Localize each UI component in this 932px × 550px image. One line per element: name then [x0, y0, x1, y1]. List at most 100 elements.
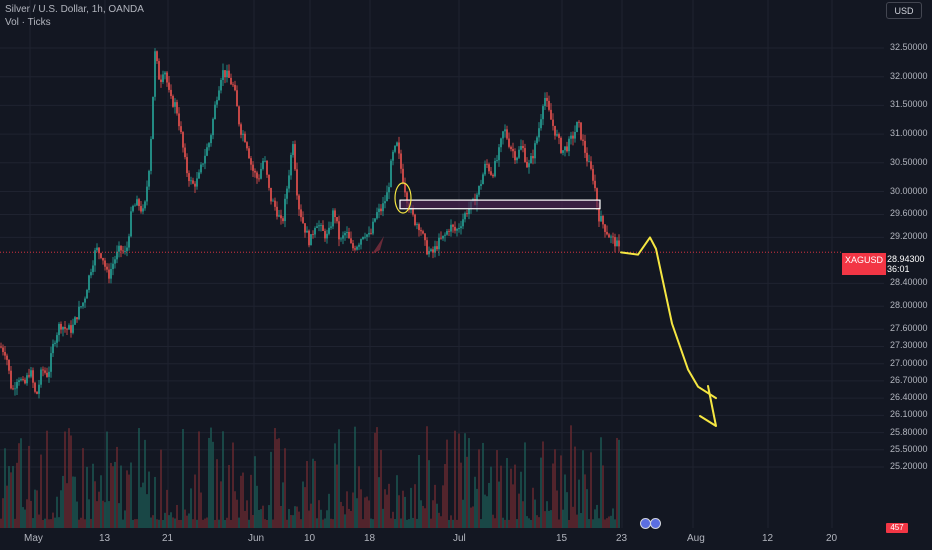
volume-bar — [606, 518, 608, 528]
candle-body — [314, 227, 316, 235]
candle-body — [500, 138, 502, 148]
candle-body — [568, 138, 570, 152]
volume-bar — [398, 495, 400, 528]
candle-body — [114, 259, 116, 264]
volume-bar — [344, 514, 346, 528]
candle-series — [0, 48, 620, 399]
volume-bar — [316, 518, 318, 528]
volume-bar — [532, 487, 534, 528]
volume-bar — [294, 506, 296, 528]
candle-body — [496, 160, 498, 161]
candle-body — [452, 224, 454, 227]
volume-bar — [402, 490, 404, 528]
candle-body — [220, 79, 222, 91]
candle-body — [252, 164, 254, 171]
candle-body — [140, 206, 142, 212]
currency-button[interactable]: USD — [886, 2, 922, 19]
candle-body — [454, 226, 456, 231]
volume-bar — [554, 449, 556, 528]
volume-bar — [204, 518, 206, 528]
volume-bar — [54, 517, 56, 528]
candle-body — [518, 149, 520, 158]
candle-body — [298, 195, 300, 210]
candle-body — [552, 119, 554, 126]
volume-bar — [260, 509, 262, 528]
candle-body — [280, 215, 282, 219]
indicator-label[interactable]: Vol · Ticks — [5, 17, 51, 28]
volume-bar — [578, 479, 580, 528]
candle-body — [554, 125, 556, 136]
candle-body — [230, 77, 232, 85]
candle-body — [266, 160, 268, 175]
volume-bar — [312, 458, 314, 528]
volume-bar — [274, 428, 276, 528]
bar-countdown: 36:01 — [887, 264, 910, 274]
candle-body — [442, 235, 444, 239]
candle-body — [532, 156, 534, 159]
candle-body — [34, 382, 36, 392]
candle-body — [330, 226, 332, 228]
volume-bar — [172, 517, 174, 528]
candle-body — [418, 224, 420, 231]
candle-body — [24, 379, 26, 384]
volume-bar — [598, 518, 600, 528]
volume-bar — [266, 519, 268, 528]
volume-bar — [564, 474, 566, 528]
candle-body — [494, 160, 496, 177]
price-tick-label: 31.00000 — [890, 128, 928, 139]
candle-body — [562, 150, 564, 153]
volume-bar — [404, 496, 406, 528]
candle-body — [334, 210, 336, 218]
volume-bar — [610, 515, 612, 528]
volume-bar — [152, 515, 154, 528]
volume-bar — [36, 490, 38, 528]
volume-bar — [582, 450, 584, 528]
volume-bar — [616, 437, 618, 528]
price-tick-label: 28.00000 — [890, 300, 928, 311]
candle-body — [490, 171, 492, 175]
candle-body — [82, 302, 84, 307]
candle-body — [546, 97, 548, 101]
volume-bar — [490, 466, 492, 528]
volume-bar — [220, 481, 222, 528]
candle-body — [382, 203, 384, 212]
volume-bar — [78, 519, 80, 528]
volume-bar — [132, 519, 134, 528]
volume-bar — [608, 516, 610, 528]
chart-grid — [0, 0, 884, 528]
candle-body — [168, 82, 170, 90]
volume-bar — [34, 489, 36, 528]
candle-body — [354, 248, 356, 250]
candle-body — [16, 381, 18, 389]
candle-body — [8, 359, 10, 371]
candle-body — [290, 154, 292, 176]
candle-body — [596, 188, 598, 208]
candle-body — [416, 224, 418, 226]
volume-bar — [580, 513, 582, 528]
volume-bar — [278, 438, 280, 528]
volume-bar — [362, 519, 364, 528]
candle-body — [332, 210, 334, 227]
candle-body — [396, 142, 398, 146]
volume-bar — [596, 504, 598, 528]
candle-body — [300, 209, 302, 218]
volume-bar — [384, 489, 386, 528]
volume-bar — [146, 494, 148, 528]
candle-body — [588, 161, 590, 163]
price-tick-label: 32.50000 — [890, 42, 928, 52]
volume-bar — [188, 513, 190, 528]
candle-body — [148, 170, 150, 187]
volume-bar — [190, 488, 192, 528]
volume-bar — [436, 503, 438, 528]
volume-bar — [584, 474, 586, 528]
event-flag-icon[interactable] — [650, 518, 661, 529]
volume-bar — [592, 519, 594, 528]
volume-bar — [392, 511, 394, 528]
volume-bar — [42, 519, 44, 528]
candle-body — [384, 201, 386, 204]
candle-body — [486, 163, 488, 165]
volume-bar — [440, 516, 442, 528]
volume-bar — [304, 487, 306, 528]
candle-body — [614, 237, 616, 247]
